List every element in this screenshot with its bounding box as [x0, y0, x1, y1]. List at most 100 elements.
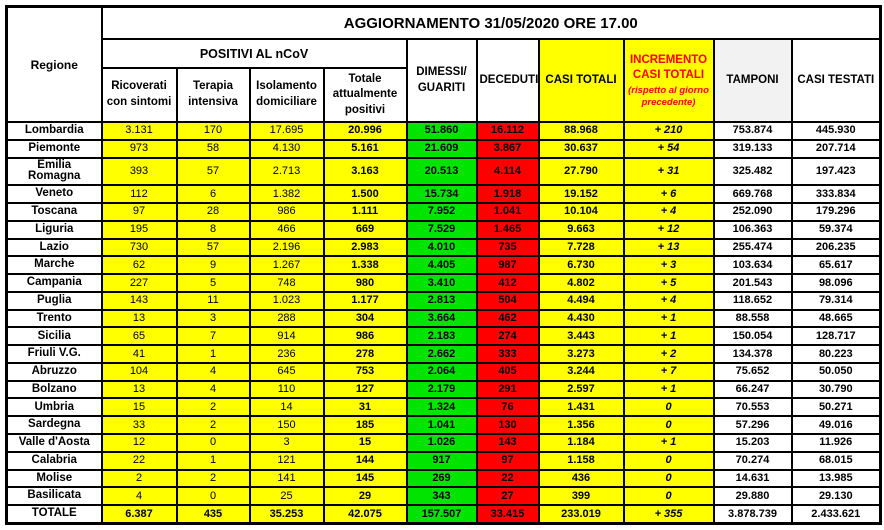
table-row: Umbria 15 2 14 31 1.324 76 1.431 0 70.553 50.271	[5, 397, 882, 418]
table-row: Sardegna 33 2 150 185 1.041 130 1.356 0 57.296 49.…	[5, 415, 882, 436]
cell-casi-totali: 30.637	[537, 138, 625, 159]
cell-casi-totali: 4.802	[537, 273, 625, 293]
column-header-regione: Regione	[5, 5, 103, 123]
cell-dimessi: 51.860	[405, 121, 478, 141]
cell-regione: Liguria	[5, 219, 103, 240]
cell-casi-testati: 13.985	[790, 468, 882, 489]
cell-casi-totali: 3.443	[537, 326, 625, 347]
cell-isolamento: 1.023	[248, 290, 325, 311]
cell-casi-testati: 98.096	[790, 273, 882, 293]
cell-totale-positivi: 29	[322, 486, 408, 507]
cell-tamponi: 255.474	[712, 237, 793, 258]
group-header-row: POSITIVI AL nCoV DIMESSI/ GUARITI DECEDU…	[7, 38, 882, 123]
cell-regione: Puglia	[5, 290, 103, 311]
column-header-incremento: INCREMENTO CASI TOTALI (rispetto al gior…	[622, 38, 715, 123]
cell-terapia: 6	[175, 184, 251, 205]
cell-dimessi: 3.664	[405, 308, 478, 329]
table-row: Veneto 112 6 1.382 1.500 15.734 1.918 19.152 + 6…	[5, 184, 882, 205]
table-row: Marche 62 9 1.267 1.338 4.405 987 6.730 + 3 103.6…	[5, 255, 882, 276]
cell-terapia: 1	[175, 344, 251, 364]
cell-dimessi: 2.179	[405, 379, 478, 400]
cell-isolamento: 14	[248, 397, 325, 418]
cell-isolamento: 4.130	[248, 138, 325, 159]
cell-regione: Lombardia	[5, 121, 103, 141]
cell-isolamento: 25	[248, 486, 325, 507]
cell-ricoverati: 13	[100, 379, 178, 400]
cell-casi-testati: 50.050	[790, 361, 882, 382]
cell-casi-testati: 179.296	[790, 202, 882, 222]
cell-terapia: 11	[175, 290, 251, 311]
cell-terapia: 28	[175, 202, 251, 222]
cell-totale-positivi: 2.983	[322, 237, 408, 258]
cell-ricoverati: 2	[100, 468, 178, 489]
cell-casi-totali: 1.158	[537, 450, 625, 471]
cell-isolamento: 141	[248, 468, 325, 489]
cell-tamponi: 57.296	[712, 415, 793, 436]
cell-incremento: + 355	[622, 504, 715, 525]
cell-isolamento: 150	[248, 415, 325, 436]
cell-casi-totali: 88.968	[537, 121, 625, 141]
cell-regione: Toscana	[5, 202, 103, 222]
cell-casi-totali: 233.019	[537, 504, 625, 525]
table-row: Emilia Romagna 393 57 2.713 3.163 20.513 4.114…	[5, 156, 882, 187]
cell-terapia: 4	[175, 379, 251, 400]
cell-casi-testati: 59.374	[790, 219, 882, 240]
cell-deceduti: 333	[475, 344, 540, 364]
column-header-dimessi-guariti: DIMESSI/ GUARITI	[405, 38, 478, 123]
cell-terapia: 2	[175, 397, 251, 418]
title-row: Regione AGGIORNAMENTO 31/05/2020 ORE 17.…	[5, 5, 882, 123]
cell-totale-positivi: 144	[322, 450, 408, 471]
table-row: Abruzzo 104 4 645 753 2.064 405 3.244 + 7 75.652 5…	[5, 361, 882, 382]
cell-dimessi: 3.410	[405, 273, 478, 293]
cell-casi-totali: 3.244	[537, 361, 625, 382]
cell-regione: Molise	[5, 468, 103, 489]
covid-region-table: Regione AGGIORNAMENTO 31/05/2020 ORE 17.…	[5, 5, 883, 525]
cell-casi-testati: 50.271	[790, 397, 882, 418]
cell-tamponi: 134.378	[712, 344, 793, 364]
cell-terapia: 2	[175, 415, 251, 436]
cell-casi-totali: 3.273	[537, 344, 625, 364]
cell-deceduti: 4.114	[475, 156, 540, 187]
cell-dimessi: 21.609	[405, 138, 478, 159]
cell-tamponi: 753.874	[712, 121, 793, 141]
cell-casi-totali: 4.430	[537, 308, 625, 329]
column-header-totale-positivi: Totale attualmente positivi	[322, 67, 408, 123]
cell-tamponi: 66.247	[712, 379, 793, 400]
cell-dimessi: 20.513	[405, 156, 478, 187]
cell-terapia: 435	[175, 504, 251, 525]
cell-isolamento: 121	[248, 450, 325, 471]
cell-dimessi: 15.734	[405, 184, 478, 205]
table-row: Piemonte 973 58 4.130 5.161 21.609 3.867 30.637…	[5, 138, 882, 159]
cell-isolamento: 914	[248, 326, 325, 347]
cell-incremento: 0	[622, 450, 715, 471]
cell-tamponi: 3.878.739	[712, 504, 793, 525]
cell-totale-positivi: 753	[322, 361, 408, 382]
cell-regione: Lazio	[5, 237, 103, 258]
cell-deceduti: 76	[475, 397, 540, 418]
cell-deceduti: 27	[475, 486, 540, 507]
table-row: Lombardia 3.131 170 17.695 20.996 51.860 16.11…	[5, 121, 882, 141]
cell-incremento: + 7	[622, 361, 715, 382]
cell-tamponi: 106.363	[712, 219, 793, 240]
cell-terapia: 3	[175, 308, 251, 329]
column-header-casi-totali: CASI TOTALI	[537, 38, 625, 123]
cell-casi-testati: 29.130	[790, 486, 882, 507]
cell-deceduti: 987	[475, 255, 540, 276]
cell-casi-totali: 27.790	[537, 156, 625, 187]
cell-ricoverati: 97	[100, 202, 178, 222]
cell-regione: Bolzano	[5, 379, 103, 400]
cell-deceduti: 22	[475, 468, 540, 489]
cell-tamponi: 15.203	[712, 433, 793, 453]
cell-isolamento: 2.713	[248, 156, 325, 187]
cell-casi-testati: 79.314	[790, 290, 882, 311]
cell-tamponi: 14.631	[712, 468, 793, 489]
cell-casi-testati: 65.617	[790, 255, 882, 276]
table-row: Toscana 97 28 986 1.111 7.952 1.041 10.104 + 4 25…	[5, 202, 882, 222]
cell-isolamento: 3	[248, 433, 325, 453]
cell-tamponi: 201.543	[712, 273, 793, 293]
cell-ricoverati: 41	[100, 344, 178, 364]
cell-dimessi: 7.952	[405, 202, 478, 222]
cell-regione: Veneto	[5, 184, 103, 205]
cell-regione: TOTALE	[5, 504, 103, 525]
cell-tamponi: 88.558	[712, 308, 793, 329]
